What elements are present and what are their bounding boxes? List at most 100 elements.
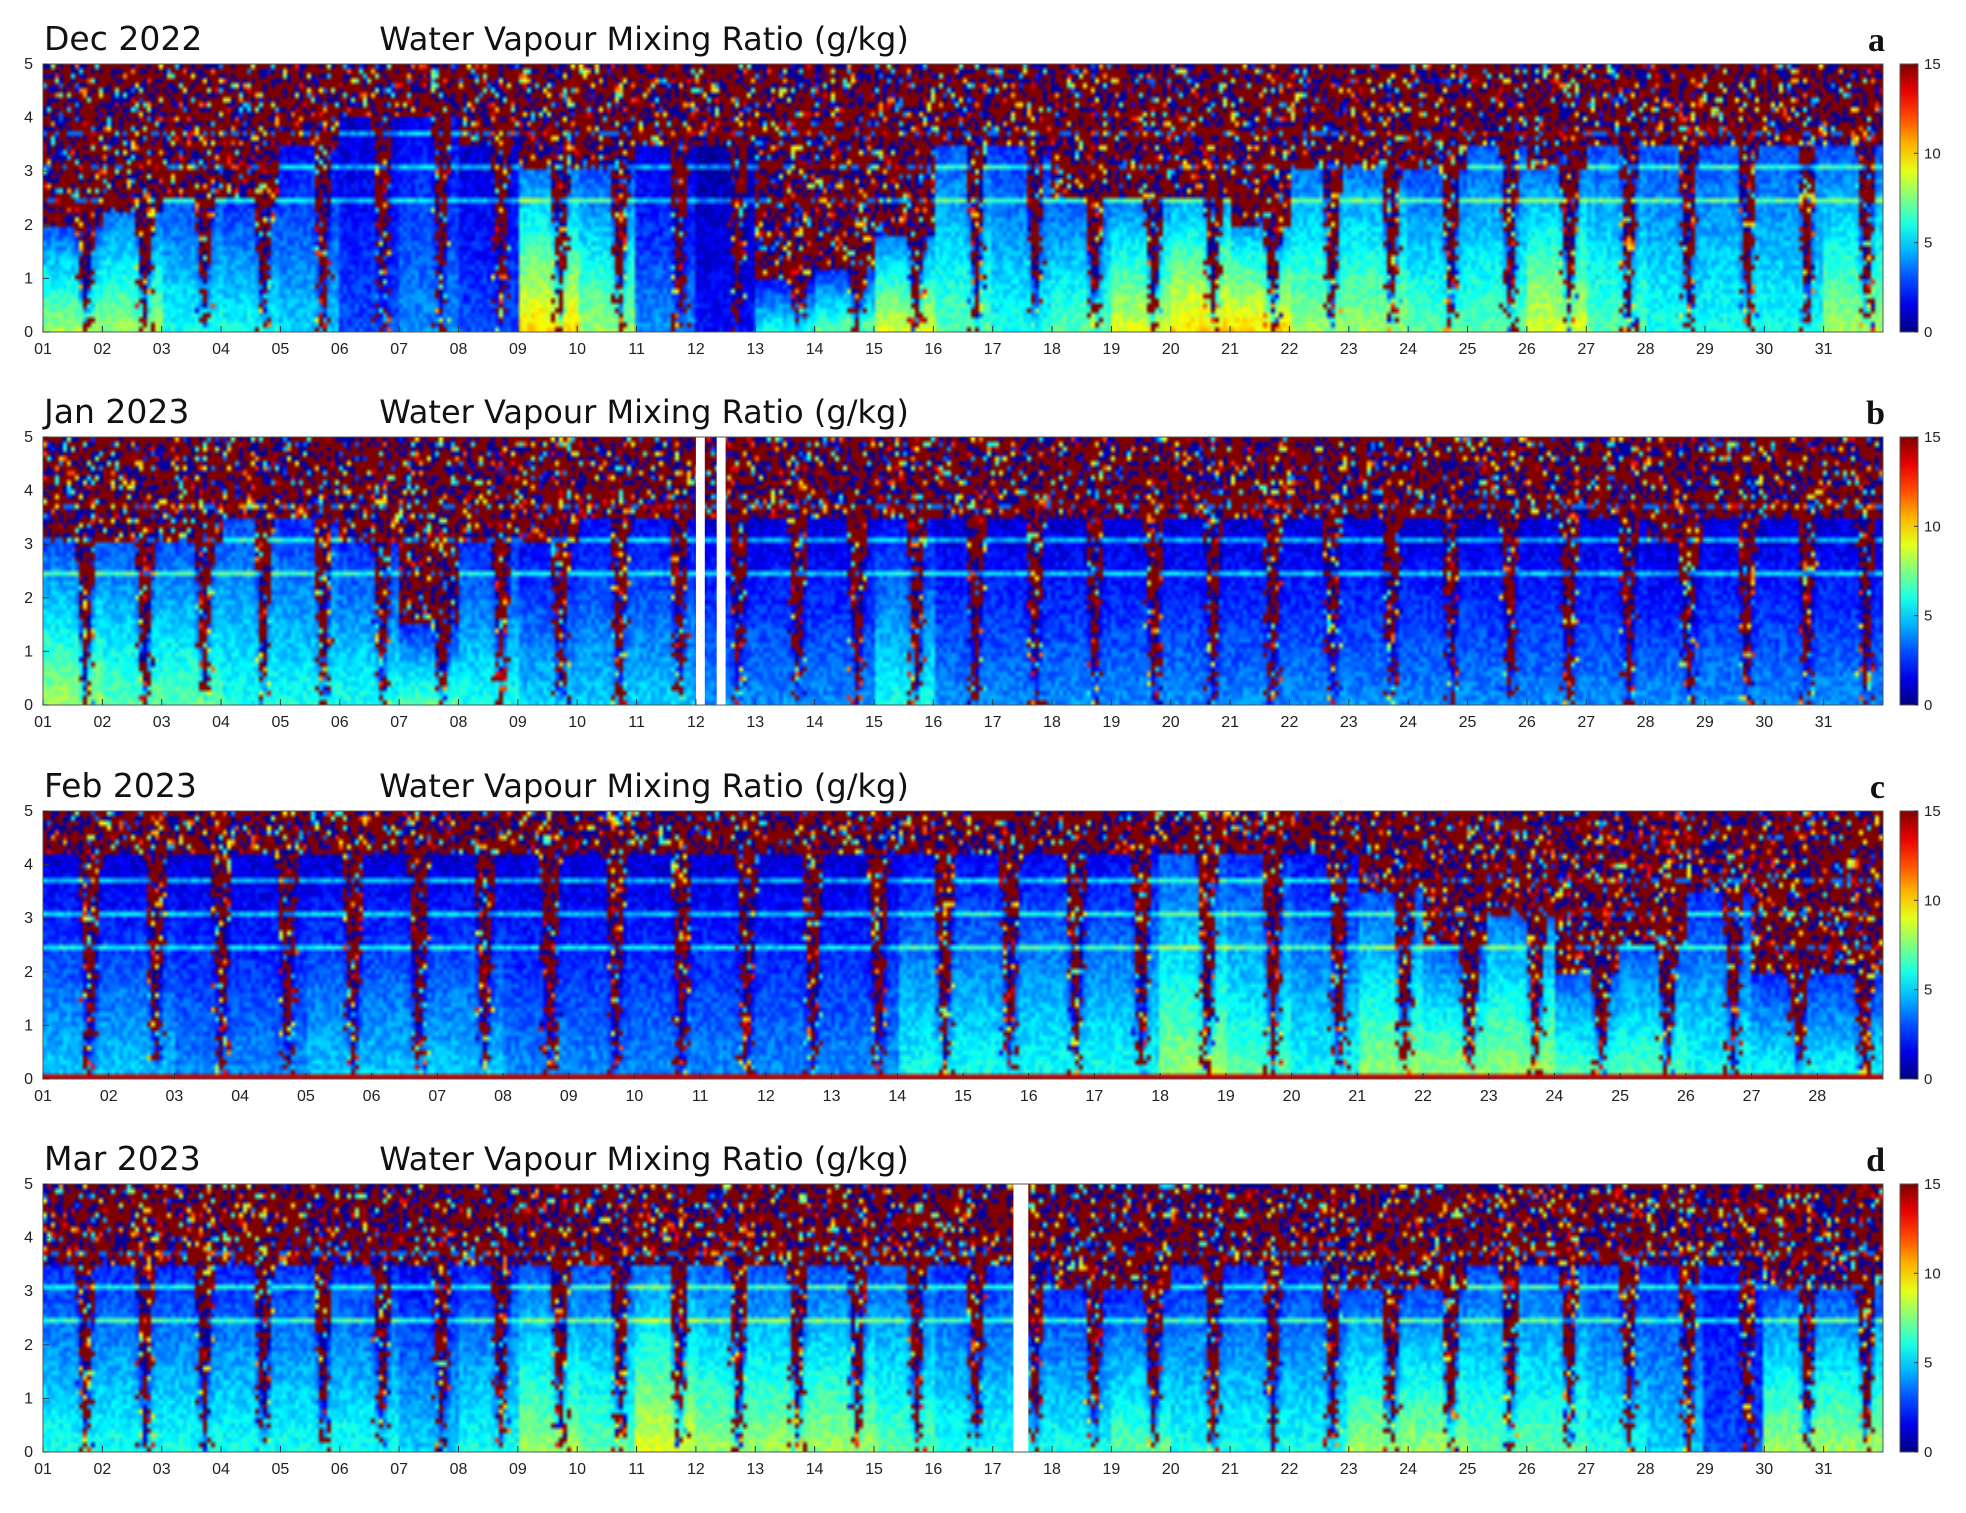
colorbar-tick-label: 15 xyxy=(1924,803,1941,820)
x-tick-label: 02 xyxy=(100,1088,118,1105)
x-tick-label: 22 xyxy=(1281,714,1299,731)
colorbar xyxy=(1899,436,1919,706)
x-tick-label: 16 xyxy=(1020,1088,1038,1105)
plot-frame xyxy=(42,63,1884,333)
x-tick-label: 11 xyxy=(628,1461,645,1478)
x-tick-label: 14 xyxy=(806,341,824,358)
heatmap-image xyxy=(43,64,1883,332)
x-tick-label: 25 xyxy=(1459,341,1477,358)
x-tick-label: 26 xyxy=(1518,341,1536,358)
x-tick-label: 02 xyxy=(93,341,111,358)
x-tick-label: 07 xyxy=(390,341,408,358)
x-tick-label: 08 xyxy=(450,1461,468,1478)
x-tick-label: 18 xyxy=(1151,1088,1169,1105)
x-tick-label: 29 xyxy=(1696,1461,1714,1478)
x-tick-label: 16 xyxy=(924,1461,942,1478)
x-tick-label: 21 xyxy=(1221,341,1239,358)
x-tick-label: 15 xyxy=(865,341,883,358)
month-label: Dec 2022 xyxy=(44,19,203,58)
plot-frame xyxy=(42,1183,1884,1453)
y-tick-label: 1 xyxy=(24,1390,33,1407)
x-tick-label: 21 xyxy=(1221,714,1239,731)
x-tick-label: 06 xyxy=(331,341,349,358)
x-tick-label: 11 xyxy=(628,341,645,358)
x-tick-label: 24 xyxy=(1399,714,1417,731)
y-tick-label: 1 xyxy=(24,643,33,660)
x-tick-label: 01 xyxy=(34,341,52,358)
x-tick-label: 20 xyxy=(1162,714,1180,731)
x-tick-label: 07 xyxy=(428,1088,446,1105)
x-tick-label: 07 xyxy=(390,714,408,731)
x-tick-label: 27 xyxy=(1577,714,1595,731)
x-tick-label: 14 xyxy=(806,1461,824,1478)
panel-d: Mar 2023 Water Vapour Mixing Ratio (g/kg… xyxy=(0,1140,1966,1513)
x-tick-label: 15 xyxy=(865,714,883,731)
colorbar-tick-label: 5 xyxy=(1924,608,1932,625)
x-tick-label: 12 xyxy=(687,714,705,731)
x-tick-label: 16 xyxy=(924,341,942,358)
x-tick-label: 29 xyxy=(1696,341,1714,358)
y-tick-label: 0 xyxy=(24,324,33,341)
y-tick-label: 2 xyxy=(24,1337,33,1354)
x-tick-label: 04 xyxy=(212,714,230,731)
colorbar-tick-label: 10 xyxy=(1924,145,1941,162)
x-tick-label: 09 xyxy=(560,1088,578,1105)
panel-c: Feb 2023 Water Vapour Mixing Ratio (g/kg… xyxy=(0,767,1966,1140)
x-tick-label: 23 xyxy=(1480,1088,1498,1105)
colorbar-tick-label: 15 xyxy=(1924,56,1941,73)
x-tick-label: 06 xyxy=(331,1461,349,1478)
x-tick-label: 17 xyxy=(984,1461,1002,1478)
x-tick-label: 29 xyxy=(1696,714,1714,731)
x-tick-label: 15 xyxy=(865,1461,883,1478)
x-tick-label: 12 xyxy=(687,341,705,358)
x-tick-label: 25 xyxy=(1459,714,1477,731)
panel-letter: b xyxy=(1866,395,1885,432)
x-tick-label: 23 xyxy=(1340,341,1358,358)
x-tick-label: 20 xyxy=(1283,1088,1301,1105)
y-tick-label: 4 xyxy=(24,110,33,127)
x-tick-label: 06 xyxy=(331,714,349,731)
x-tick-label: 09 xyxy=(509,1461,527,1478)
x-tick-label: 19 xyxy=(1102,1461,1120,1478)
x-tick-label: 07 xyxy=(390,1461,408,1478)
x-tick-label: 30 xyxy=(1755,1461,1773,1478)
x-tick-label: 08 xyxy=(494,1088,512,1105)
x-tick-label: 15 xyxy=(954,1088,972,1105)
panel-letter: c xyxy=(1869,769,1885,806)
x-tick-label: 19 xyxy=(1217,1088,1235,1105)
y-tick-label: 0 xyxy=(24,697,33,714)
x-tick-label: 31 xyxy=(1815,1461,1833,1478)
x-tick-label: 26 xyxy=(1518,714,1536,731)
y-tick-label: 2 xyxy=(24,590,33,607)
y-tick-label: 5 xyxy=(24,803,33,820)
y-tick-label: 2 xyxy=(24,964,33,981)
x-tick-label: 30 xyxy=(1755,341,1773,358)
x-tick-label: 03 xyxy=(153,1461,171,1478)
x-tick-label: 20 xyxy=(1162,341,1180,358)
x-tick-label: 03 xyxy=(153,714,171,731)
x-tick-label: 14 xyxy=(888,1088,906,1105)
x-tick-label: 25 xyxy=(1611,1088,1629,1105)
x-tick-label: 17 xyxy=(984,714,1002,731)
x-tick-label: 31 xyxy=(1815,714,1833,731)
x-tick-label: 02 xyxy=(93,714,111,731)
x-tick-label: 18 xyxy=(1043,714,1061,731)
plot-frame xyxy=(42,436,1884,706)
x-tick-label: 16 xyxy=(924,714,942,731)
x-tick-label: 27 xyxy=(1743,1088,1761,1105)
colorbar-tick-label: 10 xyxy=(1924,892,1941,909)
x-tick-label: 14 xyxy=(806,714,824,731)
data-gap xyxy=(716,437,726,705)
x-tick-label: 10 xyxy=(568,1461,586,1478)
x-tick-label: 23 xyxy=(1340,714,1358,731)
chart-title: Water Vapour Mixing Ratio (g/kg) xyxy=(379,20,909,58)
panel-letter: d xyxy=(1866,1142,1885,1179)
x-tick-label: 25 xyxy=(1459,1461,1477,1478)
x-tick-label: 27 xyxy=(1577,1461,1595,1478)
x-tick-label: 05 xyxy=(272,714,290,731)
x-tick-label: 10 xyxy=(568,341,586,358)
panel-b: Jan 2023 Water Vapour Mixing Ratio (g/kg… xyxy=(0,393,1966,766)
y-tick-label: 3 xyxy=(24,910,33,927)
